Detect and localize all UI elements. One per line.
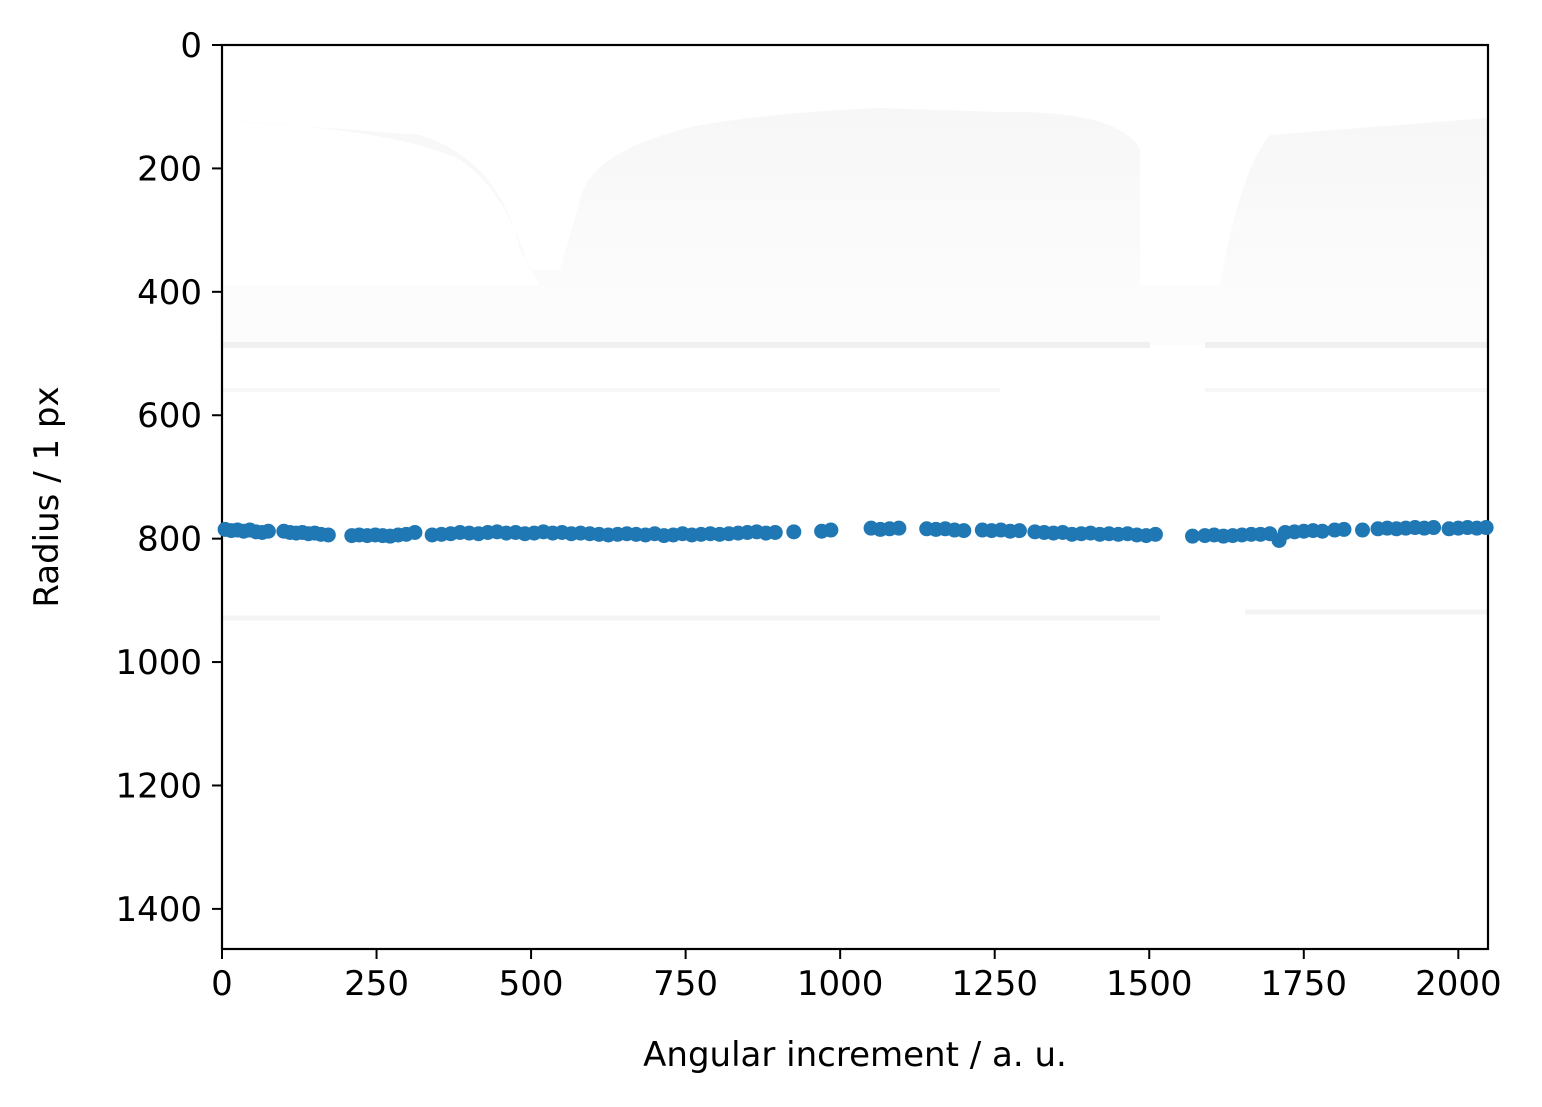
scatter-point xyxy=(786,524,802,540)
y-tick-label: 1200 xyxy=(115,766,202,806)
scatter-point xyxy=(1478,520,1494,536)
scatter-point xyxy=(767,524,783,540)
y-tick-label: 0 xyxy=(180,26,202,66)
scatter-point xyxy=(320,527,336,543)
y-tick-label: 1400 xyxy=(115,890,202,930)
background-image xyxy=(222,108,1488,621)
plot-frame xyxy=(220,43,1490,951)
x-tick-label: 0 xyxy=(211,964,233,1004)
x-axis-label: Angular increment / a. u. xyxy=(643,1035,1067,1075)
x-tick-label: 1000 xyxy=(797,964,884,1004)
scatter-point xyxy=(1185,528,1201,544)
scatter-point xyxy=(1336,521,1352,537)
y-tick-label: 1000 xyxy=(115,643,202,683)
scatter-point xyxy=(956,523,972,539)
data-points xyxy=(217,520,1494,549)
x-tick-label: 750 xyxy=(653,964,718,1004)
scatter-point xyxy=(891,520,907,536)
x-axis-ticks: 0 250 500 750 1000 1250 1500 1750 2000 xyxy=(211,949,1502,1004)
scatter-point xyxy=(1314,523,1330,539)
x-tick-label: 2000 xyxy=(1415,964,1502,1004)
y-axis-ticks: 0 200 400 600 800 1000 1200 1400 xyxy=(115,26,222,930)
y-tick-label: 400 xyxy=(137,273,202,313)
scatter-point xyxy=(823,522,839,538)
scatter-point xyxy=(260,523,276,539)
scatter-point xyxy=(1147,526,1163,542)
scatter-point xyxy=(1426,520,1442,536)
y-tick-label: 600 xyxy=(137,396,202,436)
x-tick-label: 1250 xyxy=(951,964,1038,1004)
x-tick-label: 1750 xyxy=(1261,964,1348,1004)
x-tick-label: 500 xyxy=(499,964,564,1004)
x-tick-label: 1500 xyxy=(1106,964,1193,1004)
y-tick-label: 200 xyxy=(137,149,202,189)
scatter-point xyxy=(1355,522,1371,538)
scatter-point xyxy=(407,524,423,540)
x-tick-label: 250 xyxy=(344,964,409,1004)
scatter-point xyxy=(1011,523,1027,539)
y-axis-label: Radius / 1 px xyxy=(27,386,67,607)
y-tick-label: 800 xyxy=(137,520,202,560)
